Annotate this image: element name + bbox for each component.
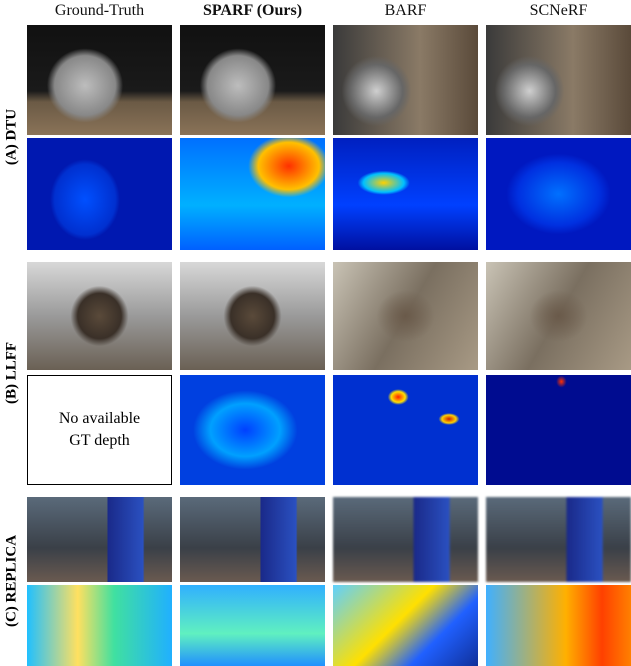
placeholder: No available GT depth <box>27 375 172 485</box>
placeholder-text: GT depth <box>69 430 130 452</box>
image <box>486 262 631 370</box>
image <box>27 262 172 370</box>
depth-map <box>180 585 325 666</box>
placeholder-text: No available <box>59 408 140 430</box>
depth-map <box>333 138 478 250</box>
depth-map <box>333 375 478 485</box>
column-header: SPARF (Ours) <box>180 2 325 20</box>
depth-map <box>333 585 478 666</box>
depth-map <box>27 138 172 250</box>
image <box>27 25 172 135</box>
image <box>486 497 631 582</box>
depth-map <box>180 138 325 250</box>
image <box>180 25 325 135</box>
image <box>180 262 325 370</box>
image <box>333 497 478 582</box>
image <box>333 25 478 135</box>
depth-map <box>486 138 631 250</box>
image <box>486 25 631 135</box>
group-label: (A) DTU <box>4 109 21 165</box>
column-header: SCNeRF <box>486 2 631 20</box>
depth-map <box>486 585 631 666</box>
depth-map <box>27 585 172 666</box>
group-label: (C) REPLICA <box>4 535 21 627</box>
depth-map <box>486 375 631 485</box>
image <box>180 497 325 582</box>
image <box>27 497 172 582</box>
column-header: Ground-Truth <box>27 2 172 20</box>
image <box>333 262 478 370</box>
depth-map <box>180 375 325 485</box>
column-header: BARF <box>333 2 478 20</box>
figure: Ground-Truth SPARF (Ours) BARF SCNeRF (A… <box>0 0 631 666</box>
group-label: (B) LLFF <box>4 342 21 404</box>
